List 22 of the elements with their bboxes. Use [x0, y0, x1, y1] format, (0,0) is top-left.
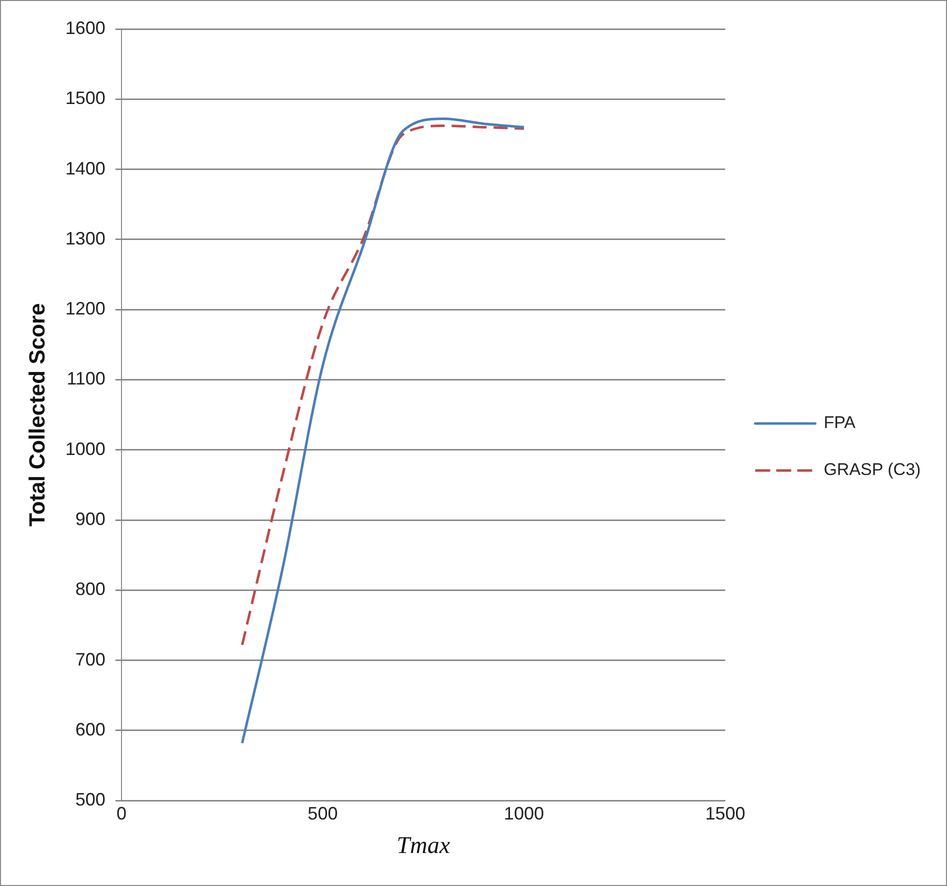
y-tick-label: 700	[75, 649, 106, 670]
x-tick-label: 1500	[705, 803, 746, 824]
legend-label: GRASP (C3)	[824, 460, 921, 480]
x-tick-label: 0	[116, 803, 126, 824]
y-tick-label: 500	[75, 790, 106, 810]
line-series	[240, 118, 526, 744]
y-tick-label: 1100	[66, 368, 106, 389]
x-axis-title: Tmax	[396, 832, 450, 859]
x-tick-label: 500	[308, 803, 338, 824]
y-tick-label: 800	[75, 579, 106, 600]
legend-label: FPA	[824, 413, 856, 432]
line-series	[240, 124, 526, 646]
y-tick-label: 1400	[65, 158, 106, 178]
x-tick-label: 1000	[504, 803, 544, 824]
y-tick-label: 1200	[65, 298, 106, 319]
y-axis-title: Total Collected Score	[24, 303, 50, 526]
y-tick-label: 900	[75, 508, 106, 529]
y-tick-label: 1500	[65, 88, 106, 108]
y-tick-label: 1600	[65, 18, 106, 38]
y-tick-label: 1300	[65, 228, 106, 248]
y-tick-label: 600	[75, 719, 106, 740]
y-tick-label: 1000	[65, 438, 106, 459]
